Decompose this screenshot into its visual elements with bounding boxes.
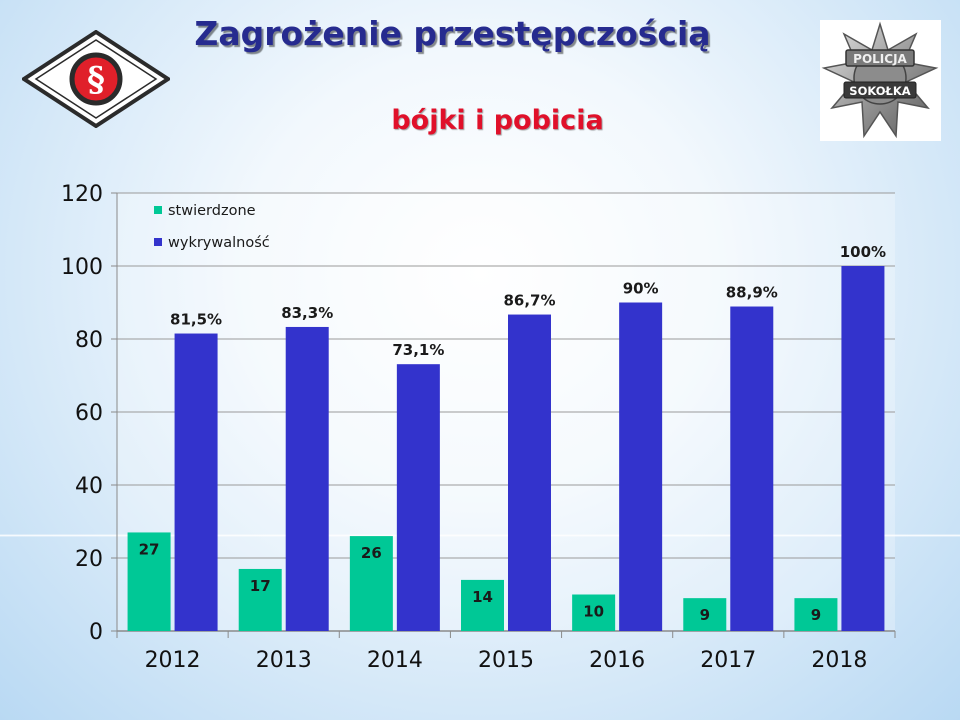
data-label-wykrywalnosc: 73,1% bbox=[392, 341, 444, 359]
bar-wykrywalnosc bbox=[508, 314, 551, 631]
y-tick-label: 0 bbox=[89, 620, 103, 645]
y-tick-label: 20 bbox=[75, 547, 103, 572]
data-label-stwierdzone: 10 bbox=[583, 603, 604, 621]
x-tick-label: 2014 bbox=[367, 648, 423, 673]
data-label-wykrywalnosc: 88,9% bbox=[726, 284, 778, 302]
section-sign-logo: § bbox=[20, 29, 172, 132]
x-tick-label: 2015 bbox=[478, 648, 534, 673]
legend-swatch bbox=[154, 206, 162, 214]
legend-label: wykrywalność bbox=[168, 235, 270, 251]
data-label-stwierdzone: 26 bbox=[361, 544, 382, 562]
x-tick-label: 2013 bbox=[256, 648, 312, 673]
section-symbol: § bbox=[87, 60, 105, 100]
data-label-wykrywalnosc: 86,7% bbox=[503, 292, 555, 310]
x-axis-labels: 2012 2013 2014 2015 2016 2017 2018 bbox=[145, 648, 868, 673]
bar-stwierdzone bbox=[683, 598, 727, 631]
bar-wykrywalnosc bbox=[174, 333, 218, 631]
x-tick-label: 2018 bbox=[811, 648, 867, 673]
data-label-stwierdzone: 17 bbox=[250, 577, 271, 595]
legend-label: stwierdzone bbox=[168, 203, 256, 219]
page-title: Zagrożenie przestępczością bbox=[194, 14, 711, 53]
chart-bars: 27 81,5% 17 83,3% 26 73,1% 14 86,7% 10 90% 9 88,9% 9… bbox=[127, 243, 886, 631]
y-tick-label: 100 bbox=[61, 255, 103, 280]
data-label-wykrywalnosc: 81,5% bbox=[170, 311, 222, 329]
data-label-stwierdzone: 27 bbox=[139, 540, 160, 558]
y-tick-label: 40 bbox=[75, 474, 103, 499]
data-label-wykrywalnosc: 90% bbox=[623, 280, 659, 298]
bar-stwierdzone bbox=[127, 532, 171, 631]
data-label-wykrywalnosc: 100% bbox=[840, 243, 886, 261]
x-tick-label: 2012 bbox=[145, 648, 201, 673]
x-tick-label: 2016 bbox=[589, 648, 645, 673]
police-badge-logo: POLICJA SOKOŁKA bbox=[820, 20, 941, 141]
bar-wykrywalnosc bbox=[841, 266, 885, 631]
legend-swatch bbox=[154, 238, 162, 246]
chart-gridlines bbox=[117, 192, 895, 632]
data-label-stwierdzone: 9 bbox=[700, 606, 710, 624]
data-label-stwierdzone: 9 bbox=[811, 606, 821, 624]
bar-wykrywalnosc bbox=[619, 302, 663, 631]
bar-wykrywalnosc bbox=[396, 364, 440, 631]
x-tick-label: 2017 bbox=[700, 648, 756, 673]
page-subtitle: bójki i pobicia bbox=[391, 105, 604, 136]
bar-wykrywalnosc bbox=[730, 306, 774, 631]
bar-stwierdzone bbox=[794, 598, 838, 631]
y-tick-label: 120 bbox=[61, 182, 103, 207]
badge-top-text: POLICJA bbox=[853, 52, 907, 66]
y-tick-label: 60 bbox=[75, 401, 103, 426]
bar-stwierdzone bbox=[238, 568, 282, 631]
bar-stwierdzone bbox=[349, 536, 393, 631]
data-label-wykrywalnosc: 83,3% bbox=[281, 304, 333, 322]
y-tick-label: 80 bbox=[75, 328, 103, 353]
data-label-stwierdzone: 14 bbox=[472, 588, 493, 606]
y-axis-ticks: 0 20 40 60 80 100 120 bbox=[61, 182, 117, 645]
badge-bottom-text: SOKOŁKA bbox=[849, 84, 911, 98]
background-highlight-line bbox=[0, 534, 960, 537]
bar-stwierdzone bbox=[572, 594, 616, 631]
bar-wykrywalnosc bbox=[285, 326, 329, 631]
bar-stwierdzone bbox=[461, 579, 504, 631]
chart-legend: stwierdzone wykrywalność bbox=[154, 203, 270, 251]
